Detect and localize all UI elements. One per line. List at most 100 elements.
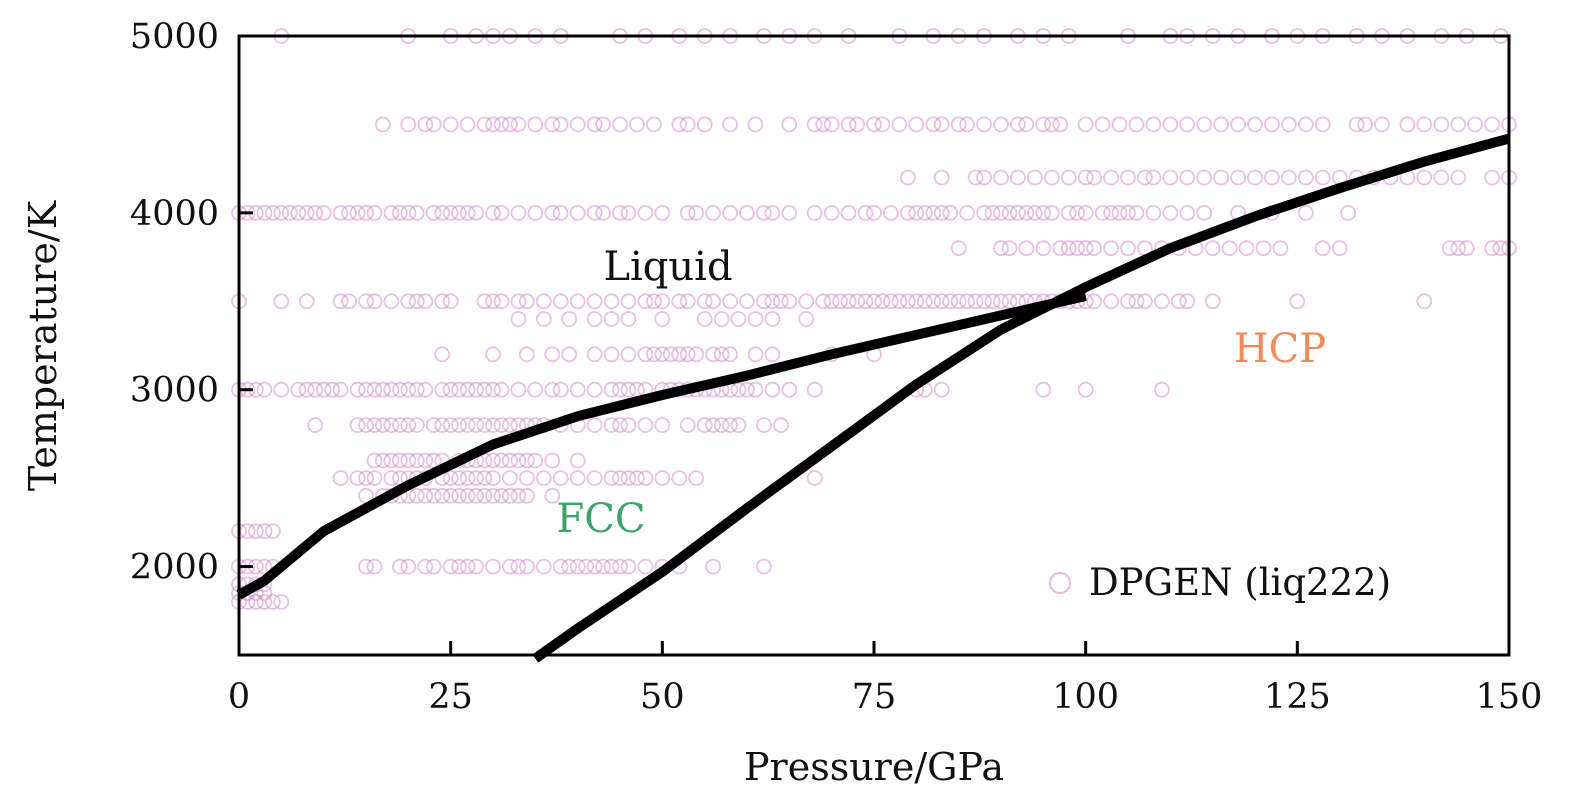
data-point [519, 346, 535, 363]
data-point [612, 204, 628, 221]
data-point [1433, 116, 1450, 133]
data-point [256, 381, 273, 398]
data-point [900, 293, 916, 310]
data-point [400, 381, 417, 398]
data-point [595, 558, 611, 575]
data-point [374, 381, 391, 398]
data-point [442, 470, 459, 487]
data-point [764, 346, 781, 363]
data-point [739, 381, 755, 398]
data-point [637, 346, 654, 363]
data-point [349, 417, 366, 434]
data-point [527, 381, 544, 398]
data-point [840, 116, 857, 133]
data-point [1204, 293, 1221, 310]
scatter-points [231, 28, 1517, 610]
data-point [239, 523, 256, 540]
data-point [993, 240, 1009, 257]
data-point [383, 452, 400, 469]
data-point [383, 417, 400, 434]
data-point [349, 381, 366, 398]
data-point [468, 204, 485, 221]
data-point [620, 204, 637, 221]
data-point [950, 116, 967, 133]
data-point [290, 204, 307, 221]
data-point [442, 381, 459, 398]
data-point [256, 594, 273, 610]
data-point [1001, 240, 1018, 257]
data-point [654, 417, 671, 434]
data-point [510, 116, 527, 133]
data-point [586, 417, 603, 434]
data-point [646, 346, 662, 363]
data-point [603, 417, 620, 434]
data-point [764, 204, 781, 221]
data-point [781, 204, 798, 221]
data-point [629, 116, 645, 133]
data-point [1348, 116, 1365, 133]
data-point [493, 452, 510, 469]
data-point [298, 381, 315, 398]
data-point [307, 381, 324, 398]
data-point [366, 293, 383, 310]
data-point [671, 470, 688, 487]
data-point [1204, 240, 1221, 257]
data-point [485, 487, 501, 504]
data-point [1272, 240, 1289, 257]
data-point [959, 293, 975, 310]
data-point [1179, 116, 1196, 133]
x-tick-label: 150 [1476, 677, 1543, 717]
data-point [459, 417, 476, 434]
data-point [933, 293, 950, 310]
data-point [1010, 169, 1026, 186]
data-point [256, 523, 273, 540]
data-point [561, 346, 578, 363]
data-point [307, 417, 324, 434]
data-point [1357, 116, 1373, 133]
data-point [1137, 169, 1153, 186]
data-point [933, 204, 950, 221]
data-point [544, 487, 561, 504]
data-point [1264, 169, 1280, 186]
data-point [950, 293, 967, 310]
data-point [510, 381, 527, 398]
data-point [781, 381, 798, 398]
data-point [773, 417, 789, 434]
data-point [417, 116, 434, 133]
data-point [1264, 116, 1280, 133]
data-point [527, 204, 544, 221]
data-point [417, 381, 434, 398]
data-point [459, 381, 476, 398]
data-point [933, 116, 950, 133]
data-point [688, 346, 705, 363]
data-point [485, 293, 501, 310]
data-point [485, 346, 501, 363]
data-point [908, 116, 925, 133]
data-point [476, 417, 493, 434]
data-point [1010, 116, 1026, 133]
data-point [654, 293, 671, 310]
data-point [620, 311, 637, 327]
data-point [713, 311, 730, 327]
data-point [866, 204, 882, 221]
legend-marker [1049, 572, 1071, 594]
data-point [916, 293, 933, 310]
data-point [815, 116, 832, 133]
data-point [391, 417, 408, 434]
data-point [1128, 116, 1145, 133]
data-point [739, 204, 755, 221]
data-point [705, 558, 721, 575]
data-point [595, 116, 611, 133]
data-point [1281, 116, 1297, 133]
data-point [798, 311, 815, 327]
data-point [586, 346, 603, 363]
data-point [434, 293, 451, 310]
data-point [519, 487, 535, 504]
data-point [544, 346, 561, 363]
data-point [1416, 293, 1433, 310]
data-point [315, 381, 332, 398]
data-point [874, 293, 891, 310]
data-point [908, 293, 925, 310]
data-point [993, 169, 1009, 186]
